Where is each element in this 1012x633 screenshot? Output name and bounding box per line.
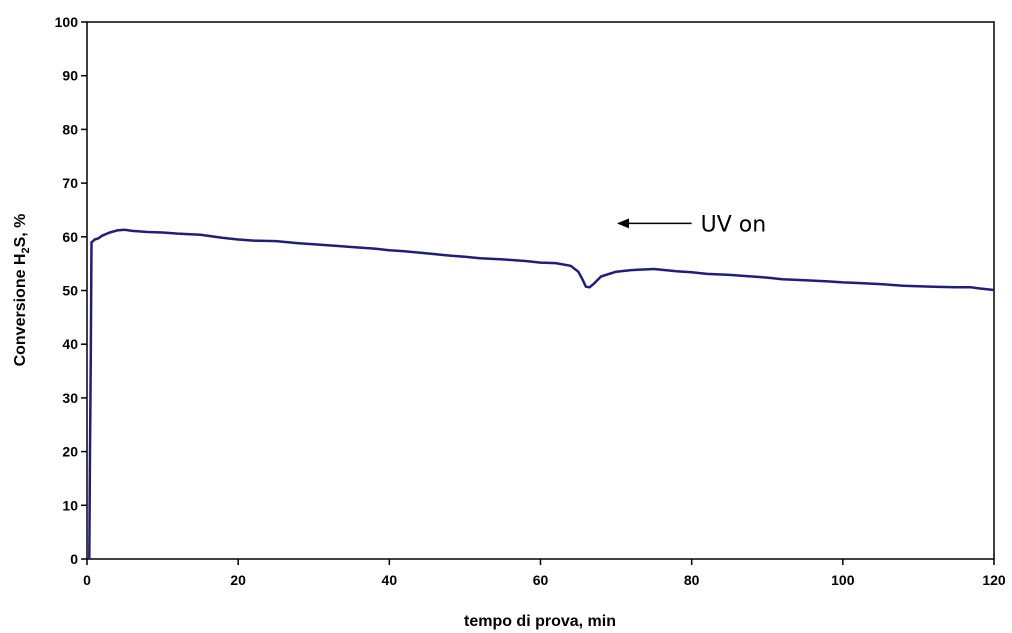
y-axis: 0 10 20 30 40 50 60 70 80 90 100: [55, 14, 87, 567]
y-tick-label: 40: [62, 336, 78, 352]
y-tick-label: 0: [70, 551, 78, 567]
x-axis-title: tempo di prova, min: [464, 613, 616, 630]
y-tick-label: 20: [62, 444, 78, 460]
y-tick-label: 30: [62, 390, 78, 406]
y-tick-label: 70: [62, 175, 78, 191]
y-tick-label: 60: [62, 229, 78, 245]
y-axis-title: Conversione H2S, %: [12, 214, 32, 367]
x-tick-label: 80: [684, 572, 700, 588]
y-axis-title-sub: 2: [20, 247, 32, 253]
x-tick-label: 60: [533, 572, 549, 588]
series-line: [88, 228, 995, 560]
plot-border: [86, 21, 995, 560]
x-tick-label: 40: [382, 572, 398, 588]
y-axis-title-pre: Conversione H: [12, 254, 29, 367]
plot-area: [86, 21, 995, 560]
y-tick-label: 90: [62, 68, 78, 84]
y-tick-label: 10: [62, 497, 78, 513]
y-axis-title-post: S, %: [12, 214, 29, 248]
uv-on-label: UV on: [701, 212, 767, 237]
x-tick-label: 0: [83, 572, 91, 588]
x-tick-label: 100: [831, 572, 855, 588]
y-tick-label: 50: [62, 283, 78, 299]
x-tick-label: 120: [982, 572, 1006, 588]
y-tick-label: 100: [55, 14, 79, 30]
x-tick-label: 20: [230, 572, 246, 588]
series-layer: [88, 228, 995, 560]
annotation: UV on: [617, 212, 767, 237]
x-axis: 0 20 40 60 80 100 120: [83, 559, 1006, 588]
y-tick-label: 80: [62, 121, 78, 137]
